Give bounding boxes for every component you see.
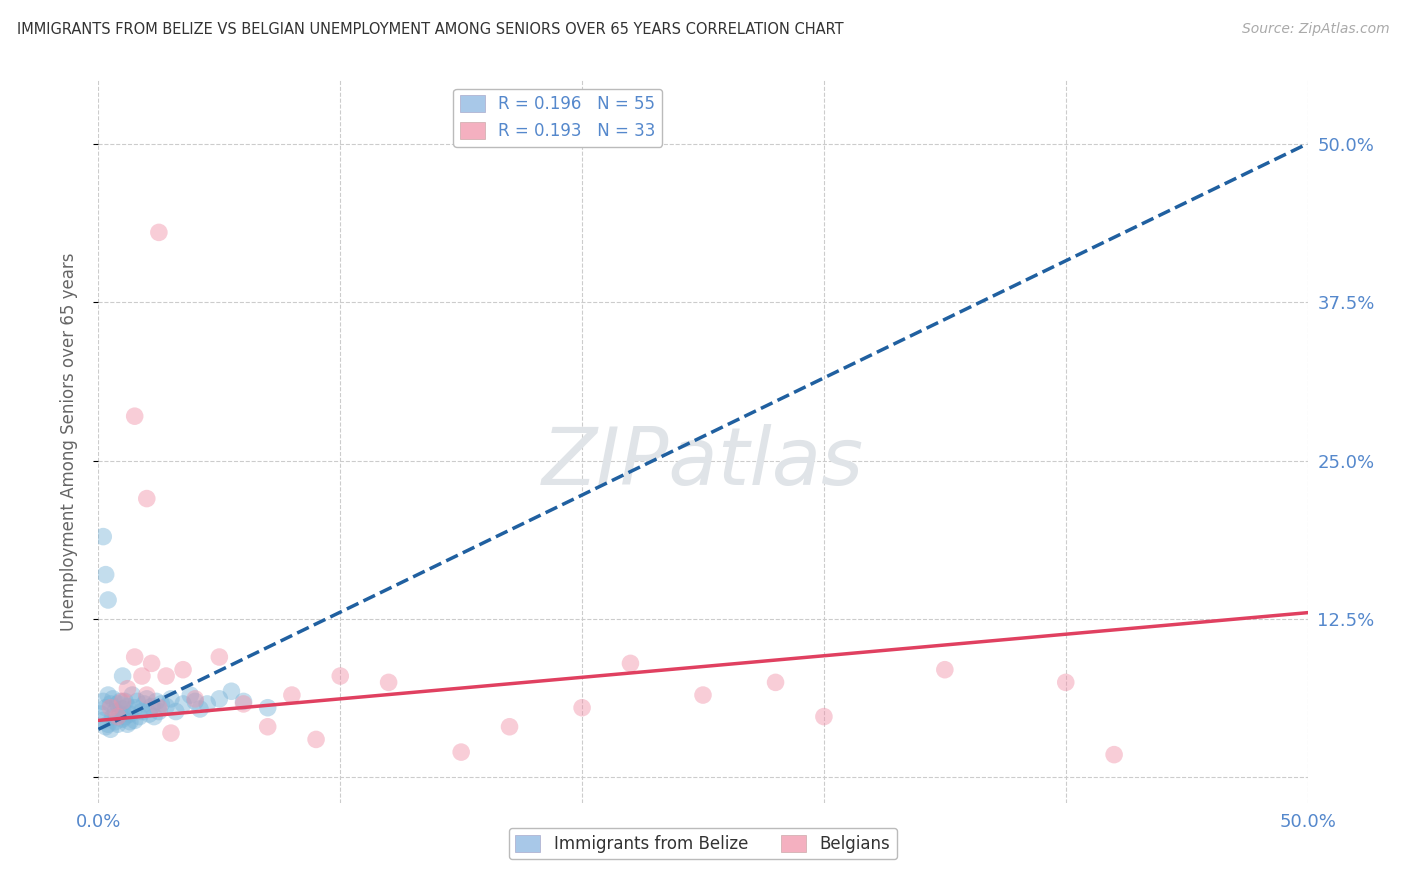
Point	[571, 700, 593, 714]
Point	[118, 707, 141, 722]
Point	[107, 717, 129, 731]
Point	[111, 702, 134, 716]
Point	[160, 691, 183, 706]
Point	[104, 705, 127, 719]
Point	[90, 707, 112, 722]
Point	[94, 567, 117, 582]
Point	[329, 669, 352, 683]
Point	[101, 709, 124, 723]
Point	[232, 697, 254, 711]
Point	[135, 491, 157, 506]
Point	[155, 669, 177, 683]
Point	[127, 694, 149, 708]
Point	[91, 530, 114, 544]
Point	[155, 699, 177, 714]
Point	[114, 694, 136, 708]
Point	[91, 714, 114, 728]
Point	[138, 707, 160, 722]
Point	[256, 720, 278, 734]
Point	[111, 669, 134, 683]
Point	[256, 700, 278, 714]
Point	[114, 709, 136, 723]
Text: ZIPatlas: ZIPatlas	[541, 425, 865, 502]
Point	[124, 409, 146, 424]
Point	[221, 684, 243, 698]
Point	[281, 688, 304, 702]
Point	[165, 705, 187, 719]
Point	[765, 675, 787, 690]
Point	[160, 726, 183, 740]
Point	[100, 697, 122, 711]
Point	[107, 709, 129, 723]
Point	[148, 700, 170, 714]
Point	[450, 745, 472, 759]
Point	[692, 688, 714, 702]
Point	[124, 714, 146, 728]
Point	[107, 697, 129, 711]
Point	[1102, 747, 1125, 762]
Point	[377, 675, 399, 690]
Point	[1054, 675, 1077, 690]
Point	[232, 694, 254, 708]
Point	[117, 681, 139, 696]
Point	[934, 663, 956, 677]
Point	[97, 593, 120, 607]
Point	[94, 700, 117, 714]
Point	[111, 712, 134, 726]
Text: Source: ZipAtlas.com: Source: ZipAtlas.com	[1241, 22, 1389, 37]
Point	[208, 691, 231, 706]
Point	[188, 702, 211, 716]
Point	[143, 709, 166, 723]
Point	[135, 691, 157, 706]
Point	[179, 688, 201, 702]
Point	[104, 714, 127, 729]
Point	[121, 688, 143, 702]
Y-axis label: Unemployment Among Seniors over 65 years: Unemployment Among Seniors over 65 years	[59, 252, 77, 631]
Point	[195, 697, 218, 711]
Point	[91, 694, 114, 708]
Point	[124, 700, 146, 714]
Point	[128, 709, 150, 723]
Point	[97, 688, 120, 702]
Point	[131, 705, 153, 719]
Point	[124, 650, 146, 665]
Point	[498, 720, 520, 734]
Point	[305, 732, 328, 747]
Point	[134, 697, 156, 711]
Point	[141, 699, 163, 714]
Point	[117, 699, 139, 714]
Point	[135, 688, 157, 702]
Point	[100, 723, 122, 737]
Point	[111, 694, 134, 708]
Point	[145, 694, 167, 708]
Point	[619, 657, 641, 671]
Point	[813, 709, 835, 723]
Point	[172, 697, 194, 711]
Point	[108, 707, 131, 722]
Point	[97, 717, 120, 731]
Point	[184, 694, 207, 708]
Point	[117, 717, 139, 731]
Point	[148, 226, 170, 240]
Point	[108, 694, 131, 708]
Point	[131, 669, 153, 683]
Point	[184, 691, 207, 706]
Point	[101, 691, 124, 706]
Point	[141, 657, 163, 671]
Point	[172, 663, 194, 677]
Text: IMMIGRANTS FROM BELIZE VS BELGIAN UNEMPLOYMENT AMONG SENIORS OVER 65 YEARS CORRE: IMMIGRANTS FROM BELIZE VS BELGIAN UNEMPL…	[17, 22, 844, 37]
Point	[94, 720, 117, 734]
Point	[148, 705, 170, 719]
Point	[100, 700, 122, 714]
Point	[118, 714, 141, 729]
Legend: Immigrants from Belize, Belgians: Immigrants from Belize, Belgians	[509, 828, 897, 860]
Point	[150, 697, 173, 711]
Point	[208, 650, 231, 665]
